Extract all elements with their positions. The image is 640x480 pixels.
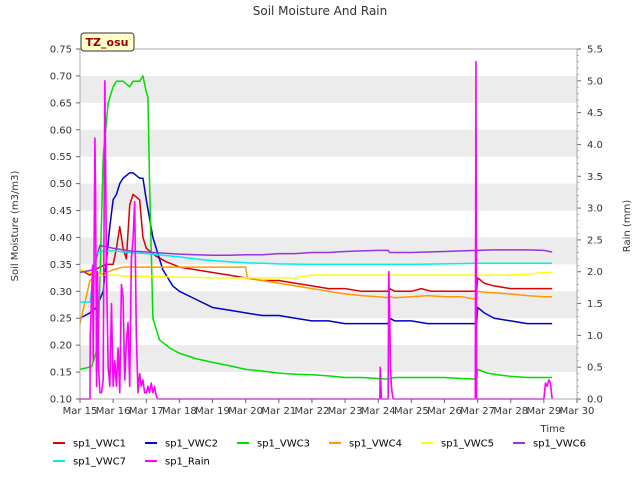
legend-label: sp1_VWC3: [257, 439, 310, 450]
y-tick-label: 0.35: [50, 260, 72, 271]
y2-tick-label: 3.0: [587, 204, 603, 215]
x-tick-label: Mar 21: [261, 406, 296, 417]
series-line-sp1_Rain: [80, 60, 553, 400]
site-label-box: TZ_osu: [80, 32, 135, 52]
y-tick-label: 0.30: [50, 287, 72, 298]
chart-title: Soil Moisture And Rain: [253, 4, 388, 18]
y2-tick-label: 5.0: [587, 76, 603, 87]
y2-tick-label: 1.0: [587, 331, 603, 342]
y-tick-label: 0.60: [50, 125, 72, 136]
legend-label: sp1_VWC7: [73, 457, 126, 468]
grid-band: [80, 75, 577, 103]
y2-axis-label: Rain (mm): [622, 200, 633, 253]
y-tick-label: 0.55: [50, 152, 72, 163]
y2-tick-label: 0.0: [587, 395, 603, 406]
y-tick-label: 0.45: [50, 206, 72, 217]
legend: sp1_VWC1 sp1_VWC2 sp1_VWC3 sp1_VWC4 sp1_VWC5…: [53, 439, 586, 468]
y-tick-label: 0.25: [50, 314, 72, 325]
x-tick-label: Mar 29: [526, 406, 561, 417]
x-tick-label: Mar 27: [460, 406, 495, 417]
series-line-sp1_VWC5: [79, 269, 553, 279]
x-tick-label: Mar 30: [560, 406, 595, 417]
x-tick-label: Mar 19: [195, 406, 230, 417]
x-tick-label: Mar 15: [63, 406, 98, 417]
y-tick-label: 0.40: [50, 233, 72, 244]
x-tick-label: Mar 24: [361, 406, 396, 417]
x-tick-label: Mar 18: [162, 406, 197, 417]
y2-tick-label: 0.5: [587, 363, 603, 374]
x-tick-label: Mar 20: [228, 406, 263, 417]
y2-tick-label: 4.0: [587, 140, 603, 151]
y2-axis: 0.0 0.5 1.0 1.5 2.0 2.5 3.0 3.5 4.0 4.5 5.0 5.5: [577, 45, 603, 406]
grid-bands: [80, 75, 577, 373]
grid-band: [80, 345, 577, 373]
y-tick-label: 0.20: [50, 341, 72, 352]
series-lines: [79, 60, 553, 400]
x-tick-label: Mar 28: [493, 406, 528, 417]
y2-tick-label: 4.5: [587, 108, 603, 119]
y-axis-label: Soil Moisture (m3/m3): [10, 171, 21, 282]
y-tick-label: 0.70: [50, 71, 72, 82]
grid-band: [80, 291, 577, 319]
x-tick-label: Mar 17: [129, 406, 164, 417]
plot-frame: [79, 48, 578, 400]
legend-label: sp1_VWC6: [533, 439, 586, 450]
y2-tick-label: 2.5: [587, 235, 603, 246]
x-tick-label: Mar 16: [96, 406, 131, 417]
y2-tick-label: 1.5: [587, 299, 603, 310]
legend-label: sp1_VWC5: [441, 439, 494, 450]
x-tick-label: Mar 22: [295, 406, 330, 417]
x-tick-label: Mar 23: [328, 406, 363, 417]
x-tick-label: Mar 26: [427, 406, 462, 417]
legend-label: sp1_VWC2: [165, 439, 218, 450]
y-axis: 0.10 0.15 0.20 0.25 0.30 0.35 0.40 0.45 0.50 0.55…: [50, 45, 80, 406]
y-tick-label: 0.50: [50, 179, 72, 190]
y-tick-label: 0.15: [50, 368, 72, 379]
y-tick-label: 0.65: [50, 98, 72, 109]
series-line-sp1_VWC7: [80, 250, 553, 303]
series-line-sp1_VWC6: [79, 244, 553, 274]
y-tick-label: 0.75: [50, 45, 72, 56]
y-tick-label: 0.10: [50, 395, 72, 406]
series-line-sp1_VWC2: [79, 172, 553, 325]
legend-label: sp1_VWC4: [349, 439, 402, 450]
y2-tick-label: 3.5: [587, 172, 603, 183]
series-line-sp1_VWC3: [79, 75, 553, 380]
grid-band: [80, 183, 577, 211]
x-axis-label: Time: [540, 424, 565, 435]
legend-label: sp1_VWC1: [73, 439, 126, 450]
legend-label: sp1_Rain: [165, 457, 210, 468]
site-label: TZ_osu: [86, 36, 129, 49]
grid-band: [80, 129, 577, 157]
y2-tick-label: 5.5: [587, 45, 603, 56]
x-tick-label: Mar 25: [394, 406, 429, 417]
y2-tick-label: 2.0: [587, 267, 603, 278]
